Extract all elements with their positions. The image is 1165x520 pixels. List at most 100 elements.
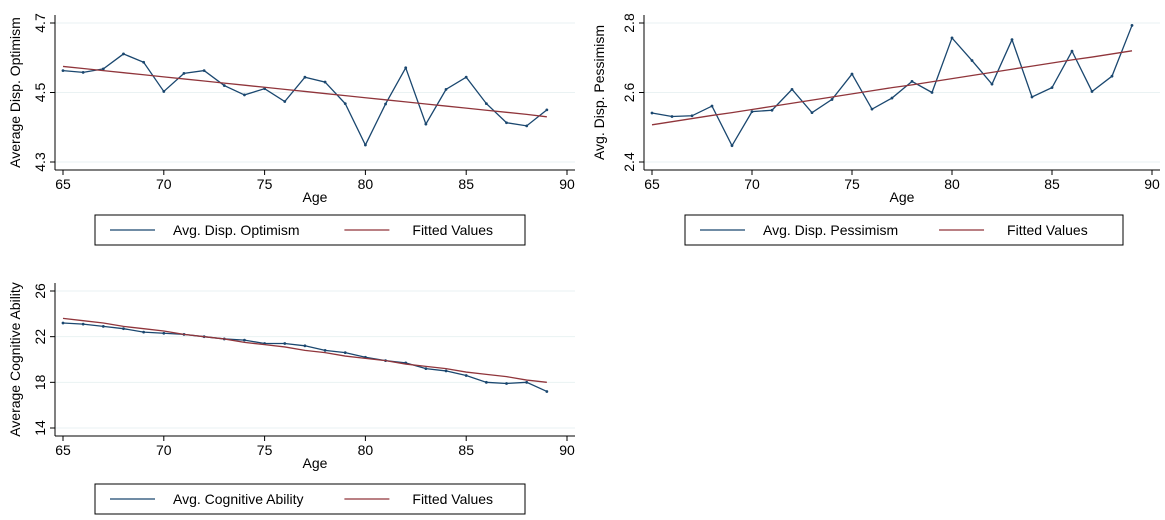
data-point xyxy=(283,100,287,103)
y-axis-title: Average Disp. Optimism xyxy=(7,17,23,168)
data-point xyxy=(283,342,287,345)
data-point xyxy=(950,36,954,40)
data-point xyxy=(710,104,714,108)
legend-label-series: Avg. Disp. Pessimism xyxy=(763,222,898,238)
data-point xyxy=(101,67,105,71)
x-tick-label: 85 xyxy=(458,176,474,192)
data-point xyxy=(545,108,549,112)
chart-optimism: 65 70 75 80 85 90 4.3 4.5 4.7 Age Average Disp. Op… xyxy=(7,13,575,246)
data-point xyxy=(670,115,674,118)
data-point xyxy=(870,107,874,111)
data-point xyxy=(222,84,226,87)
data-point xyxy=(142,330,146,334)
data-point xyxy=(525,380,529,384)
x-tick-label: 90 xyxy=(559,442,575,458)
y-axis-title: Average Cognitive Ability xyxy=(7,282,23,437)
data-point xyxy=(464,374,468,377)
chart-panel-optimism: 65 70 75 80 85 90 4.3 4.5 4.7 Age Average Disp. Op… xyxy=(0,0,582,250)
fitted-line xyxy=(62,317,547,383)
legend-box xyxy=(94,214,526,246)
x-tick-label: 85 xyxy=(1044,176,1060,192)
x-tick-label: 65 xyxy=(644,176,660,192)
data-point xyxy=(142,60,146,64)
data-point xyxy=(343,102,347,106)
data-point xyxy=(1130,24,1134,27)
data-point xyxy=(484,380,488,384)
data-point xyxy=(1090,90,1094,93)
data-point xyxy=(424,367,428,371)
y-tick-label: 4.3 xyxy=(32,152,48,172)
data-point xyxy=(650,111,654,115)
y-axis-title: Avg. Disp. Pessimism xyxy=(591,25,607,160)
y-tick-label: 26 xyxy=(32,283,48,299)
x-tick-label: 70 xyxy=(156,176,172,192)
data-point xyxy=(505,382,508,385)
x-tick-label: 65 xyxy=(55,442,71,458)
x-tick-label: 90 xyxy=(1144,176,1160,192)
data-point xyxy=(1050,86,1054,90)
data-point xyxy=(162,90,166,93)
data-point xyxy=(1010,38,1014,42)
chart-cognitive: 65 70 75 80 85 90 14 18 22 26 Age Average Cognitive… xyxy=(7,282,575,515)
legend-label-series: Avg. Disp. Optimism xyxy=(173,222,300,238)
data-point xyxy=(364,143,367,147)
data-point xyxy=(404,66,408,70)
chart-panel-pessimism: 65 70 75 80 85 90 2.4 2.6 2.8 Age Avg. Disp. Pessi… xyxy=(582,0,1165,250)
data-point xyxy=(545,390,549,393)
data-point xyxy=(122,327,125,331)
data-point xyxy=(910,79,914,83)
legend-label-series: Avg. Cognitive Ability xyxy=(173,491,303,507)
data-point xyxy=(890,96,894,100)
y-tick-label: 2.6 xyxy=(621,83,637,103)
data-point xyxy=(1070,49,1074,53)
series-line xyxy=(62,322,548,393)
data-point xyxy=(81,322,85,326)
x-tick-label: 75 xyxy=(844,176,860,192)
data-point xyxy=(303,344,307,348)
data-point xyxy=(101,324,105,328)
data-point xyxy=(730,144,734,148)
x-axis-title: Age xyxy=(890,189,915,205)
x-tick-label: 70 xyxy=(744,176,760,192)
data-point xyxy=(323,348,327,352)
data-point xyxy=(384,102,387,106)
data-point xyxy=(690,114,694,118)
data-point xyxy=(323,80,327,84)
data-point xyxy=(930,91,934,94)
data-point xyxy=(162,331,166,335)
x-tick-label: 75 xyxy=(257,442,273,458)
data-point xyxy=(484,102,488,106)
data-point xyxy=(770,108,774,112)
x-tick-label: 75 xyxy=(257,176,273,192)
data-point xyxy=(81,70,85,74)
legend-label-fitted: Fitted Values xyxy=(412,491,493,507)
x-axis-title: Age xyxy=(303,455,328,471)
y-tick-label: 4.5 xyxy=(32,83,48,103)
data-point xyxy=(970,59,974,62)
legend-box xyxy=(94,483,526,515)
y-tick-label: 22 xyxy=(32,329,48,345)
data-point xyxy=(202,69,206,73)
x-tick-label: 80 xyxy=(944,176,960,192)
chart-pessimism: 65 70 75 80 85 90 2.4 2.6 2.8 Age Avg. Disp. Pessi… xyxy=(591,13,1160,246)
data-point xyxy=(505,121,508,125)
x-axis-title: Age xyxy=(303,189,328,205)
data-point xyxy=(525,124,529,128)
data-point xyxy=(182,71,186,75)
data-point xyxy=(464,75,468,79)
data-point xyxy=(122,52,125,56)
x-tick-label: 90 xyxy=(559,176,575,192)
x-tick-label: 85 xyxy=(458,442,474,458)
data-point xyxy=(990,82,994,86)
data-point xyxy=(444,369,448,373)
y-tick-label: 18 xyxy=(32,374,48,390)
y-tick-label: 14 xyxy=(32,420,48,436)
legend-label-fitted: Fitted Values xyxy=(1007,222,1088,238)
x-tick-label: 80 xyxy=(358,442,374,458)
y-tick-label: 2.4 xyxy=(621,152,637,172)
data-point xyxy=(750,110,754,114)
legend-box xyxy=(684,214,1124,246)
data-point xyxy=(424,122,428,126)
fitted-line xyxy=(62,65,547,118)
fitted-line xyxy=(651,50,1133,126)
